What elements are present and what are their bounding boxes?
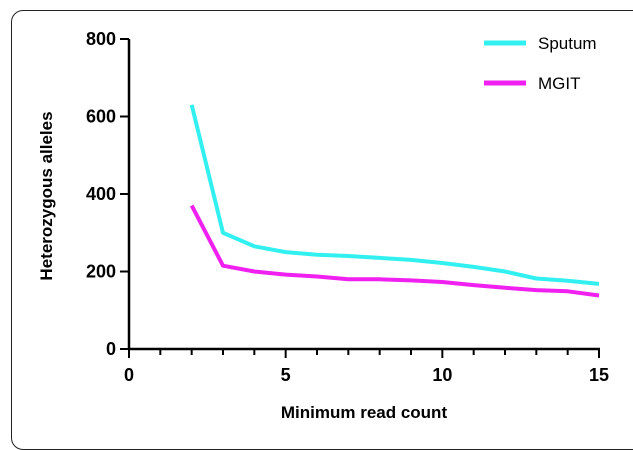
x-tick-label: 15 xyxy=(589,365,609,385)
x-axis-title: Minimum read count xyxy=(281,403,448,422)
series-lines xyxy=(189,104,600,298)
x-tick-label: 0 xyxy=(124,365,134,385)
y-tick-label: 800 xyxy=(86,29,116,49)
axes xyxy=(127,39,600,351)
x-tick-label: 10 xyxy=(432,365,452,385)
y-tick-label: 200 xyxy=(86,262,116,282)
series-line-sputum xyxy=(189,104,600,286)
y-tick-label: 0 xyxy=(106,339,116,359)
legend-label-sputum: Sputum xyxy=(538,34,597,53)
y-tick-label: 400 xyxy=(86,184,116,204)
ticks: 0 5 10 15 0 200 400 600 800 xyxy=(86,29,609,385)
series-line-mgit xyxy=(189,204,600,298)
y-axis-title: Heterozygous alleles xyxy=(37,111,56,280)
y-tick-label: 600 xyxy=(86,107,116,127)
x-tick-label: 5 xyxy=(281,365,291,385)
legend: Sputum MGIT xyxy=(484,34,597,93)
line-chart: 0 5 10 15 0 200 400 600 800 Sputum MGIT Minimum r… xyxy=(37,29,609,422)
legend-label-mgit: MGIT xyxy=(538,74,581,93)
